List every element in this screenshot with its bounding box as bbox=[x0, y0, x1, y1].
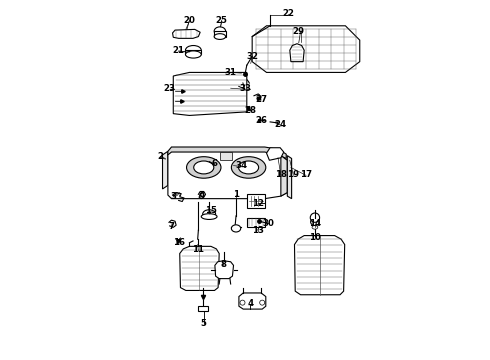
Text: 21: 21 bbox=[172, 46, 185, 55]
Text: 22: 22 bbox=[282, 9, 294, 18]
Ellipse shape bbox=[239, 161, 259, 174]
Polygon shape bbox=[220, 152, 232, 160]
Text: 33: 33 bbox=[239, 84, 251, 93]
Text: 25: 25 bbox=[216, 16, 228, 25]
Text: 3Ӿ: 3Ӿ bbox=[174, 192, 181, 197]
Polygon shape bbox=[173, 72, 247, 116]
Ellipse shape bbox=[186, 51, 201, 58]
Text: 12: 12 bbox=[251, 199, 264, 208]
Text: 3: 3 bbox=[171, 192, 176, 201]
Text: 34: 34 bbox=[235, 161, 247, 170]
Ellipse shape bbox=[194, 161, 214, 174]
Text: 11: 11 bbox=[193, 246, 204, 255]
Bar bbox=[198, 306, 208, 311]
Bar bbox=[186, 50, 201, 54]
Ellipse shape bbox=[214, 27, 225, 36]
Text: 9: 9 bbox=[199, 192, 205, 201]
Text: 19: 19 bbox=[288, 170, 299, 179]
Polygon shape bbox=[163, 151, 168, 189]
Text: 2: 2 bbox=[158, 152, 164, 161]
Polygon shape bbox=[281, 156, 287, 196]
Text: 1: 1 bbox=[233, 190, 239, 199]
Polygon shape bbox=[172, 30, 200, 39]
Bar bbox=[247, 194, 266, 208]
Polygon shape bbox=[239, 293, 266, 309]
Text: 30: 30 bbox=[262, 219, 274, 228]
Text: 7: 7 bbox=[169, 222, 174, 231]
Ellipse shape bbox=[312, 226, 318, 229]
Bar bbox=[247, 218, 266, 226]
Polygon shape bbox=[168, 152, 287, 199]
Polygon shape bbox=[290, 44, 304, 62]
Text: 31: 31 bbox=[224, 68, 237, 77]
Text: 20: 20 bbox=[183, 16, 196, 25]
Text: 4: 4 bbox=[247, 299, 253, 308]
Ellipse shape bbox=[201, 214, 217, 220]
Ellipse shape bbox=[260, 300, 265, 305]
Polygon shape bbox=[294, 235, 344, 295]
Ellipse shape bbox=[186, 45, 201, 55]
Text: 5: 5 bbox=[201, 319, 207, 328]
Polygon shape bbox=[215, 261, 234, 279]
Ellipse shape bbox=[187, 157, 221, 178]
Ellipse shape bbox=[240, 300, 245, 305]
Polygon shape bbox=[287, 156, 292, 199]
Text: 32: 32 bbox=[246, 52, 258, 61]
Text: 26: 26 bbox=[255, 116, 267, 125]
Text: 28: 28 bbox=[245, 105, 256, 114]
Text: 24: 24 bbox=[275, 120, 287, 129]
Text: 18: 18 bbox=[275, 170, 287, 179]
Text: 23: 23 bbox=[164, 84, 176, 93]
Text: 17: 17 bbox=[300, 170, 312, 179]
Ellipse shape bbox=[311, 219, 319, 226]
Ellipse shape bbox=[214, 34, 225, 40]
Ellipse shape bbox=[310, 213, 319, 222]
Polygon shape bbox=[267, 148, 284, 160]
Polygon shape bbox=[180, 246, 219, 291]
Ellipse shape bbox=[231, 225, 241, 232]
Text: 27: 27 bbox=[255, 95, 267, 104]
Polygon shape bbox=[168, 147, 286, 158]
Polygon shape bbox=[252, 26, 360, 72]
Ellipse shape bbox=[203, 210, 216, 219]
Text: 29: 29 bbox=[293, 27, 305, 36]
Text: 10: 10 bbox=[309, 233, 321, 242]
Text: 6: 6 bbox=[212, 159, 218, 168]
Text: 14: 14 bbox=[309, 219, 321, 228]
Text: 16: 16 bbox=[172, 238, 185, 247]
Bar bbox=[214, 31, 225, 37]
Text: 8: 8 bbox=[220, 260, 226, 269]
Ellipse shape bbox=[231, 157, 266, 178]
Text: 13: 13 bbox=[251, 226, 264, 235]
Text: 15: 15 bbox=[205, 206, 217, 215]
